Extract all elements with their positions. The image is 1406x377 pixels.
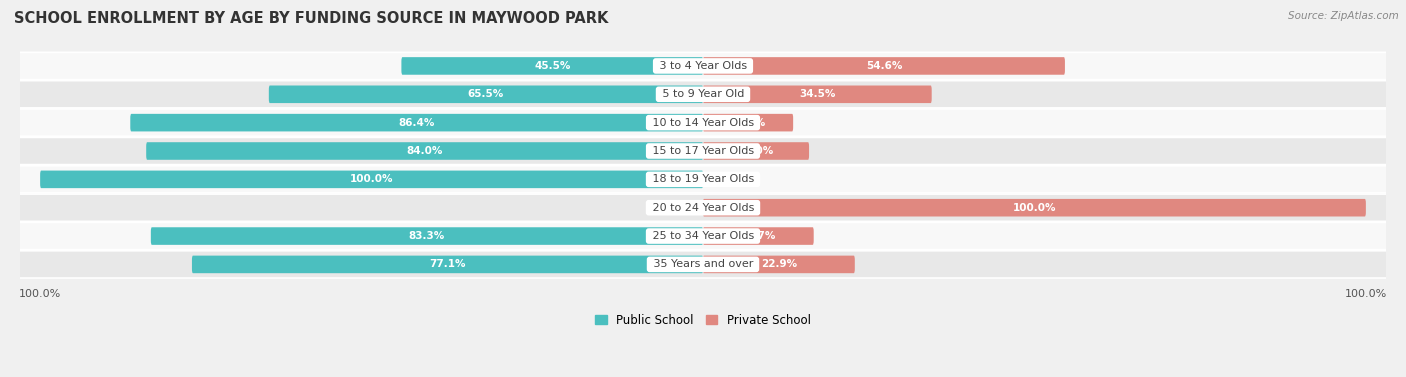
FancyBboxPatch shape: [703, 142, 808, 160]
FancyBboxPatch shape: [7, 109, 1399, 136]
Text: Source: ZipAtlas.com: Source: ZipAtlas.com: [1288, 11, 1399, 21]
Text: 54.6%: 54.6%: [866, 61, 903, 71]
Text: 100.0%: 100.0%: [1012, 203, 1056, 213]
Text: 13.6%: 13.6%: [730, 118, 766, 128]
Text: 45.5%: 45.5%: [534, 61, 571, 71]
FancyBboxPatch shape: [7, 166, 1399, 193]
FancyBboxPatch shape: [703, 199, 1365, 216]
Text: 77.1%: 77.1%: [429, 259, 465, 270]
Text: 20 to 24 Year Olds: 20 to 24 Year Olds: [648, 203, 758, 213]
Text: 16.7%: 16.7%: [740, 231, 776, 241]
FancyBboxPatch shape: [7, 137, 1399, 165]
Text: 3 to 4 Year Olds: 3 to 4 Year Olds: [655, 61, 751, 71]
Text: SCHOOL ENROLLMENT BY AGE BY FUNDING SOURCE IN MAYWOOD PARK: SCHOOL ENROLLMENT BY AGE BY FUNDING SOUR…: [14, 11, 609, 26]
FancyBboxPatch shape: [703, 86, 932, 103]
Text: 5 to 9 Year Old: 5 to 9 Year Old: [658, 89, 748, 99]
Text: 10 to 14 Year Olds: 10 to 14 Year Olds: [648, 118, 758, 128]
FancyBboxPatch shape: [131, 114, 703, 132]
FancyBboxPatch shape: [703, 256, 855, 273]
FancyBboxPatch shape: [150, 227, 703, 245]
FancyBboxPatch shape: [7, 194, 1399, 221]
FancyBboxPatch shape: [193, 256, 703, 273]
FancyBboxPatch shape: [7, 81, 1399, 108]
Text: 0.0%: 0.0%: [664, 203, 690, 213]
FancyBboxPatch shape: [7, 222, 1399, 250]
Text: 100.0%: 100.0%: [350, 174, 394, 184]
Text: 84.0%: 84.0%: [406, 146, 443, 156]
FancyBboxPatch shape: [703, 114, 793, 132]
FancyBboxPatch shape: [146, 142, 703, 160]
Text: 83.3%: 83.3%: [409, 231, 446, 241]
Text: 35 Years and over: 35 Years and over: [650, 259, 756, 270]
FancyBboxPatch shape: [41, 170, 703, 188]
Text: 25 to 34 Year Olds: 25 to 34 Year Olds: [648, 231, 758, 241]
Text: 22.9%: 22.9%: [761, 259, 797, 270]
FancyBboxPatch shape: [703, 227, 814, 245]
Text: 0.0%: 0.0%: [716, 174, 742, 184]
FancyBboxPatch shape: [7, 251, 1399, 278]
Text: 65.5%: 65.5%: [468, 89, 503, 99]
FancyBboxPatch shape: [401, 57, 703, 75]
Text: 86.4%: 86.4%: [398, 118, 434, 128]
Legend: Public School, Private School: Public School, Private School: [595, 314, 811, 326]
FancyBboxPatch shape: [269, 86, 703, 103]
Text: 18 to 19 Year Olds: 18 to 19 Year Olds: [648, 174, 758, 184]
Text: 34.5%: 34.5%: [799, 89, 835, 99]
FancyBboxPatch shape: [703, 57, 1064, 75]
Text: 16.0%: 16.0%: [738, 146, 775, 156]
FancyBboxPatch shape: [7, 52, 1399, 80]
Text: 15 to 17 Year Olds: 15 to 17 Year Olds: [648, 146, 758, 156]
